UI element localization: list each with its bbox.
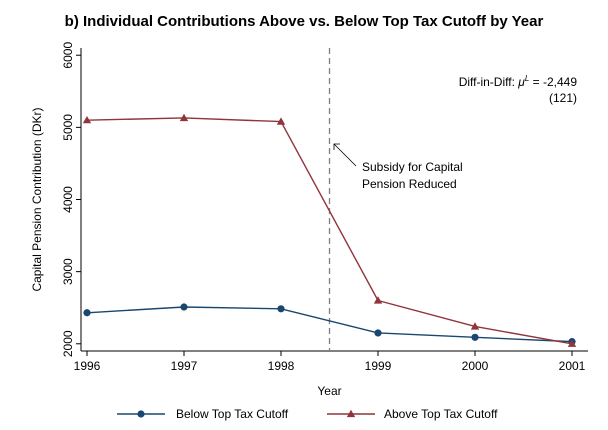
x-tick-label-1999: 1999 xyxy=(365,359,392,373)
y-tick-label-4000: 4000 xyxy=(61,186,75,213)
y-tick-label-5000: 5000 xyxy=(61,114,75,141)
did-standard-error: (121) xyxy=(549,91,577,105)
legend-item-2: Above Top Tax Cutoff xyxy=(327,407,498,421)
series-layer xyxy=(82,113,577,347)
series-1-point-1996 xyxy=(83,309,91,317)
x-tick-label-1997: 1997 xyxy=(171,359,198,373)
series-2-line xyxy=(86,117,573,345)
annotation-arrow xyxy=(333,143,357,167)
annotation-line-2: Pension Reduced xyxy=(362,177,457,191)
did-value: = -2,449 xyxy=(529,75,577,89)
did-annotation: Diff-in-Diff: μL = -2,449 xyxy=(459,74,578,89)
annotation-arrow-head xyxy=(333,143,340,150)
legend-marker-2 xyxy=(346,409,356,418)
x-tick-label-1996: 1996 xyxy=(74,359,101,373)
x-ticks: 1996 1997 1998 1999 2000 2001 xyxy=(74,351,586,373)
y-tick-label-3000: 3000 xyxy=(61,258,75,285)
series-2-point-1999 xyxy=(373,296,383,304)
x-tick-label-1998: 1998 xyxy=(268,359,295,373)
y-tick-label-6000: 6000 xyxy=(61,42,75,69)
series-1-point-1999 xyxy=(374,329,382,337)
legend-label-1: Below Top Tax Cutoff xyxy=(176,407,289,421)
axes xyxy=(80,48,588,352)
did-superscript: L xyxy=(525,74,529,83)
series-2-point-2000 xyxy=(470,322,480,330)
series-1-point-1997 xyxy=(180,303,188,311)
series-2-point-1996 xyxy=(82,115,92,124)
chart-title: b) Individual Contributions Above vs. Be… xyxy=(65,13,544,30)
x-tick-label-2000: 2000 xyxy=(462,359,489,373)
series-2 xyxy=(82,113,577,347)
series-2-point-2001 xyxy=(567,339,577,347)
series-2-point-1998 xyxy=(276,117,286,125)
y-tick-label-2000: 2000 xyxy=(61,330,75,357)
legend-label-2: Above Top Tax Cutoff xyxy=(384,407,498,421)
annotation-line-1: Subsidy for Capital xyxy=(362,160,463,174)
x-axis-label: Year xyxy=(317,384,341,398)
series-1-point-2000 xyxy=(471,333,479,341)
series-1-point-1998 xyxy=(277,305,285,313)
y-axis-label: Capital Pension Contribution (DKr) xyxy=(30,107,44,291)
series-1-line xyxy=(86,306,573,343)
did-symbol: μ xyxy=(517,75,525,89)
subsidy-annotation: Subsidy for Capital Pension Reduced xyxy=(333,143,463,191)
series-2-point-1997 xyxy=(179,113,189,122)
legend-item-1: Below Top Tax Cutoff xyxy=(117,407,289,421)
legend-marker-1 xyxy=(137,410,145,418)
did-label: Diff-in-Diff: xyxy=(459,75,519,89)
x-tick-label-2001: 2001 xyxy=(559,359,586,373)
y-ticks: 2000 3000 4000 5000 6000 xyxy=(61,42,81,357)
legend: Below Top Tax Cutoff Above Top Tax Cutoff xyxy=(117,407,498,421)
